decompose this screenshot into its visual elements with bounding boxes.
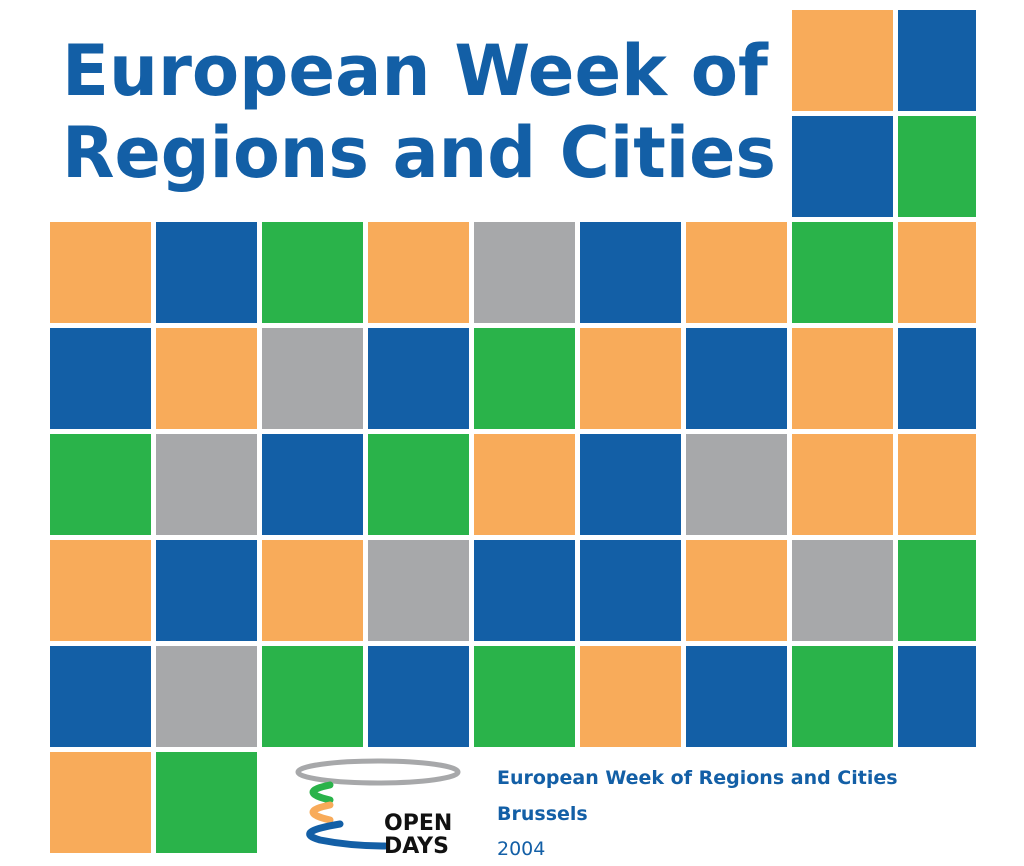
square [474,540,575,641]
title: European Week of Regions and Cities [62,30,776,194]
footer-event: European Week of Regions and Cities [497,767,898,789]
square [580,328,681,429]
square-grid [50,222,976,853]
square [368,434,469,535]
footer-city: Brussels [497,803,588,825]
square [686,540,787,641]
square [262,434,363,535]
square [156,328,257,429]
square [50,328,151,429]
square [262,646,363,747]
footer-year: 2004 [497,838,545,860]
logo-ring [295,758,461,786]
square [474,434,575,535]
square-grid [792,10,976,217]
title-line: European Week of [62,30,770,112]
square [792,10,893,111]
square [474,328,575,429]
square [368,222,469,323]
square [368,328,469,429]
square [156,752,257,853]
footer: European Week of Regions and Cities Brus… [497,767,898,860]
square [792,116,893,217]
logo: OPEN DAYS [295,758,461,859]
square [474,646,575,747]
logo-text: DAYS [384,834,449,859]
square [898,646,976,747]
square [50,434,151,535]
title-line: Regions and Cities [62,112,776,194]
square [686,646,787,747]
square [50,752,151,853]
square [580,540,681,641]
square [368,540,469,641]
logo-text: OPEN [384,811,452,836]
square [898,434,976,535]
square [792,540,893,641]
square [792,222,893,323]
logo-ring [306,820,389,850]
square [792,434,893,535]
square [262,328,363,429]
square [262,222,363,323]
square [580,646,681,747]
square [262,540,363,641]
square [156,646,257,747]
square [686,434,787,535]
square [50,540,151,641]
square [898,10,976,111]
square [898,116,976,217]
square [368,646,469,747]
square [50,646,151,747]
square [156,434,257,535]
square [898,540,976,641]
square [686,328,787,429]
square [792,646,893,747]
square [792,328,893,429]
square [580,222,681,323]
square [156,222,257,323]
square [50,222,151,323]
logo-ring [309,781,334,804]
square [474,222,575,323]
square [156,540,257,641]
square [580,434,681,535]
logo-ring [309,801,334,824]
square [686,222,787,323]
square [898,328,976,429]
square [898,222,976,323]
